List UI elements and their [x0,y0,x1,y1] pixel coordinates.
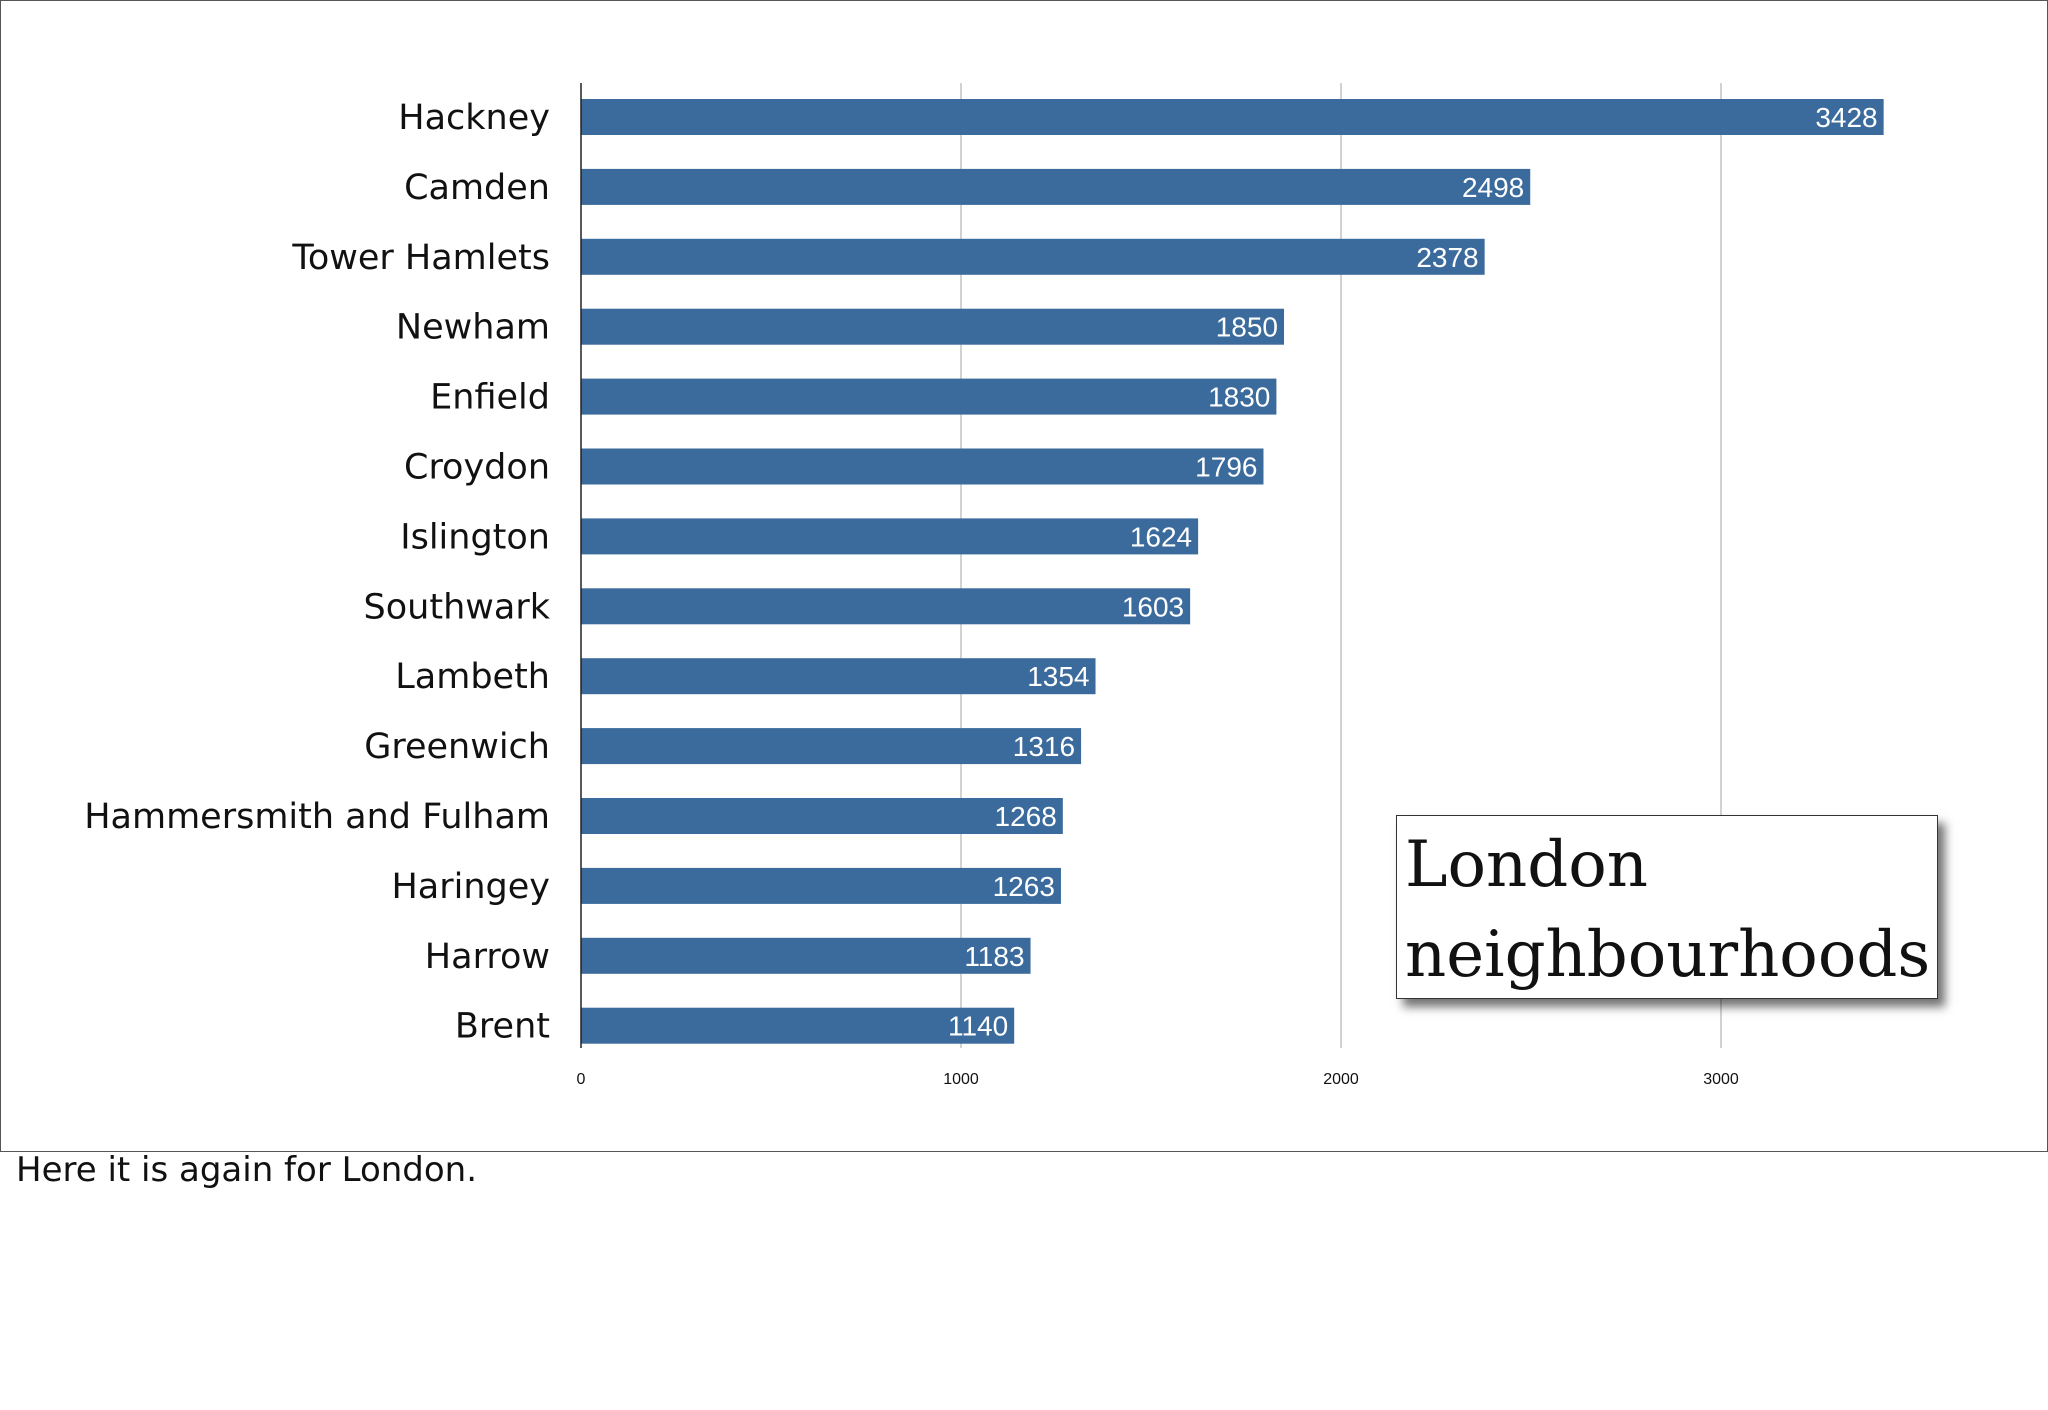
category-label: Newham [396,308,550,348]
category-label: Harrow [425,937,550,977]
category-label: Tower Hamlets [291,238,550,278]
x-tick-label: 3000 [1703,1071,1739,1088]
bar-value-label: 3428 [1815,102,1877,133]
bar-value-label: 1850 [1216,312,1278,343]
bar [581,1007,1015,1044]
category-label: Greenwich [364,727,550,767]
bar-value-label: 1140 [948,1011,1008,1042]
bar-value-label: 1183 [964,941,1024,972]
bar [581,308,1284,345]
bar-value-label: 1268 [995,801,1057,832]
slide: 3428 2498 2378 1850 1830 1796 1624 1603 1354 1316… [0,0,2048,1152]
bar-value-label: 1263 [993,871,1055,902]
category-label: Lambeth [395,657,550,697]
chart-title: London neighbourhoods [1405,828,1931,992]
x-tick-label: 0 [577,1071,586,1088]
category-labels: Hackney Camden Tower Hamlets Newham Enfield C… [84,98,551,1047]
category-label: Haringey [391,867,550,907]
category-label: Southwark [364,587,551,627]
bar-value-label: 1316 [1013,731,1075,762]
bar [581,937,1031,974]
bar [581,448,1264,485]
category-label: Hackney [398,98,550,138]
bar-value-label: 1830 [1208,382,1270,413]
bar [581,588,1191,625]
bar [581,798,1063,834]
caption: Here it is again for London. [16,1150,478,1190]
bar-value-label: 2378 [1416,242,1478,273]
category-label: Camden [404,168,550,208]
category-label: Hammersmith and Fulham [84,797,550,837]
bar-value-label: 1796 [1195,452,1257,483]
category-label: Croydon [404,448,550,488]
category-label: Brent [455,1007,550,1047]
bar [581,658,1096,695]
category-label: Enfield [430,378,550,418]
bar [581,378,1277,415]
bar-value-label: 1624 [1130,521,1192,552]
bar-value-label: 1354 [1027,661,1089,692]
bars: 3428 2498 2378 1850 1830 1796 1624 1603 1354 1316… [581,99,1884,1044]
bar [581,518,1199,555]
bar [581,238,1485,275]
x-tick-label: 1000 [943,1071,979,1088]
chart-title-box: London neighbourhoods [1396,815,1938,999]
bar [581,99,1884,135]
bar [581,168,1531,205]
bar-chart: 3428 2498 2378 1850 1830 1796 1624 1603 1354 1316… [84,83,1884,1088]
bar [581,867,1061,904]
x-tick-label: 2000 [1323,1071,1359,1088]
bar-value-label: 1603 [1122,591,1184,622]
x-axis-ticks: 0 1000 2000 3000 [577,1071,1739,1088]
bar [581,728,1082,765]
category-label: Islington [400,517,550,557]
bar-value-label: 2498 [1462,172,1524,203]
